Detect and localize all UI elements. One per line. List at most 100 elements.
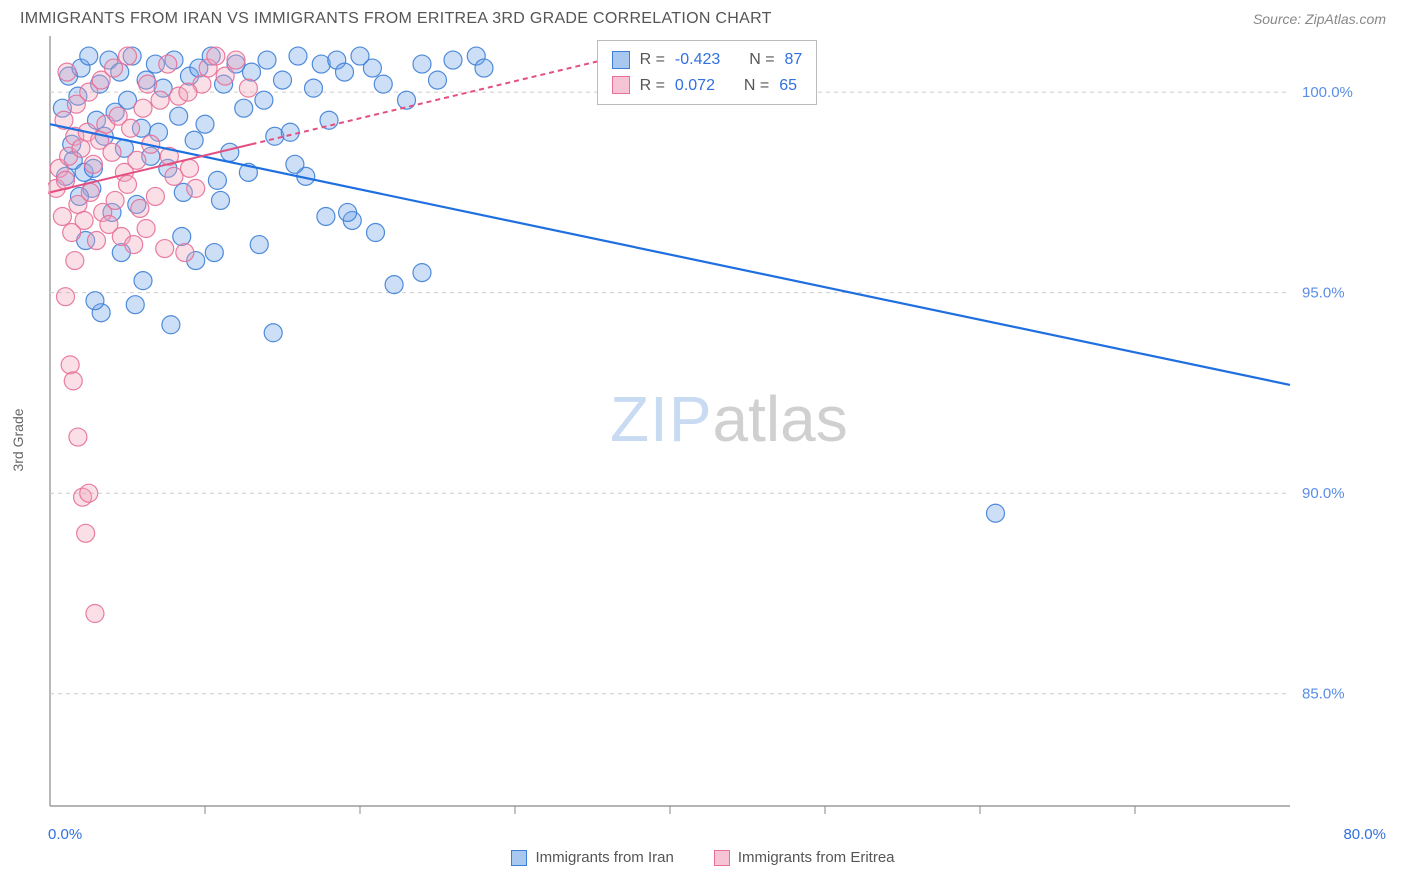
correlation-row: R = 0.072 N =65: [612, 73, 803, 99]
scatter-point-iran: [212, 191, 230, 209]
n-label: N =: [749, 47, 774, 73]
scatter-point-eritrea: [128, 151, 146, 169]
scatter-point-eritrea: [75, 211, 93, 229]
scatter-point-eritrea: [80, 484, 98, 502]
scatter-point-iran: [317, 207, 335, 225]
scatter-point-eritrea: [139, 75, 157, 93]
scatter-point-eritrea: [151, 91, 169, 109]
legend-swatch: [714, 850, 730, 866]
scatter-point-iran: [250, 236, 268, 254]
y-tick-label: 90.0%: [1302, 485, 1345, 502]
scatter-point-iran: [185, 131, 203, 149]
scatter-point-iran: [305, 79, 323, 97]
scatter-point-iran: [86, 292, 104, 310]
scatter-point-eritrea: [227, 51, 245, 69]
scatter-point-eritrea: [146, 187, 164, 205]
scatter-point-eritrea: [72, 139, 90, 157]
scatter-point-iran: [80, 47, 98, 65]
n-value: 87: [785, 47, 803, 73]
scatter-point-iran: [221, 143, 239, 161]
scatter-point-eritrea: [69, 428, 87, 446]
legend-item: Immigrants from Eritrea: [714, 849, 895, 866]
scatter-point-eritrea: [187, 179, 205, 197]
r-value: 0.072: [675, 73, 715, 99]
scatter-point-iran: [126, 296, 144, 314]
x-min-label: 0.0%: [48, 826, 82, 843]
scatter-point-iran: [444, 51, 462, 69]
legend-label: Immigrants from Iran: [535, 849, 673, 866]
scatter-point-iran: [264, 324, 282, 342]
scatter-point-eritrea: [81, 183, 99, 201]
legend-label: Immigrants from Eritrea: [738, 849, 895, 866]
scatter-point-iran: [274, 71, 292, 89]
legend-swatch: [612, 76, 630, 94]
correlation-legend-box: R = -0.423 N = 87R = 0.072 N =65: [597, 40, 818, 105]
scatter-point-iran: [374, 75, 392, 93]
legend-swatch: [511, 850, 527, 866]
scatter-point-iran: [205, 244, 223, 262]
chart-title: IMMIGRANTS FROM IRAN VS IMMIGRANTS FROM …: [20, 10, 772, 28]
scatter-point-iran: [367, 224, 385, 242]
scatter-point-iran: [134, 272, 152, 290]
scatter-point-eritrea: [122, 119, 140, 137]
scatter-point-eritrea: [176, 244, 194, 262]
correlation-row: R = -0.423 N = 87: [612, 47, 803, 73]
scatter-point-eritrea: [64, 372, 82, 390]
scatter-point-iran: [235, 99, 253, 117]
y-tick-label: 95.0%: [1302, 285, 1345, 302]
scatter-point-iran: [208, 171, 226, 189]
scatter-point-eritrea: [125, 236, 143, 254]
scatter-point-iran: [255, 91, 273, 109]
scatter-point-iran: [170, 107, 188, 125]
scatter-point-eritrea: [61, 356, 79, 374]
scatter-point-iran: [429, 71, 447, 89]
scatter-point-eritrea: [119, 47, 137, 65]
x-max-label: 80.0%: [1343, 826, 1386, 843]
scatter-point-iran: [162, 316, 180, 334]
source-label: Source: ZipAtlas.com: [1253, 11, 1386, 27]
scatter-chart: 100.0% 95.0% 90.0% 85.0%: [48, 34, 1368, 824]
scatter-point-iran: [987, 504, 1005, 522]
scatter-point-eritrea: [179, 83, 197, 101]
r-label: R =: [640, 47, 665, 73]
scatter-point-eritrea: [181, 159, 199, 177]
y-axis-label: 3rd Grade: [10, 408, 26, 471]
chart-container: 100.0%95.0%90.0%85.0% ZIPatlas R =-0.423…: [48, 34, 1386, 824]
trend-line-iran: [50, 124, 1290, 385]
scatter-point-eritrea: [156, 240, 174, 258]
r-label: R =: [640, 73, 665, 99]
scatter-point-eritrea: [66, 252, 84, 270]
r-value: -0.423: [675, 47, 720, 73]
scatter-point-iran: [258, 51, 276, 69]
scatter-point-eritrea: [86, 605, 104, 623]
x-axis-limits: 0.0% 80.0%: [48, 826, 1386, 843]
scatter-point-eritrea: [106, 191, 124, 209]
scatter-point-eritrea: [207, 47, 225, 65]
y-tick-label: 100.0%: [1302, 84, 1353, 101]
scatter-point-iran: [475, 59, 493, 77]
scatter-point-iran: [385, 276, 403, 294]
scatter-point-eritrea: [58, 63, 76, 81]
scatter-point-iran: [281, 123, 299, 141]
scatter-point-iran: [363, 59, 381, 77]
scatter-point-eritrea: [119, 175, 137, 193]
scatter-point-iran: [413, 55, 431, 73]
scatter-point-eritrea: [53, 207, 71, 225]
scatter-point-eritrea: [131, 199, 149, 217]
scatter-point-eritrea: [103, 143, 121, 161]
scatter-point-eritrea: [77, 524, 95, 542]
scatter-point-eritrea: [239, 79, 257, 97]
header-row: IMMIGRANTS FROM IRAN VS IMMIGRANTS FROM …: [0, 0, 1406, 34]
scatter-point-iran: [336, 63, 354, 81]
scatter-point-eritrea: [137, 220, 155, 238]
scatter-point-iran: [286, 155, 304, 173]
scatter-point-iran: [339, 203, 357, 221]
scatter-point-iran: [243, 63, 261, 81]
n-label: N =: [744, 73, 769, 99]
scatter-point-eritrea: [134, 99, 152, 117]
scatter-point-iran: [289, 47, 307, 65]
y-tick-label: 85.0%: [1302, 686, 1345, 703]
scatter-point-eritrea: [84, 155, 102, 173]
legend-swatch: [612, 51, 630, 69]
scatter-point-eritrea: [159, 55, 177, 73]
